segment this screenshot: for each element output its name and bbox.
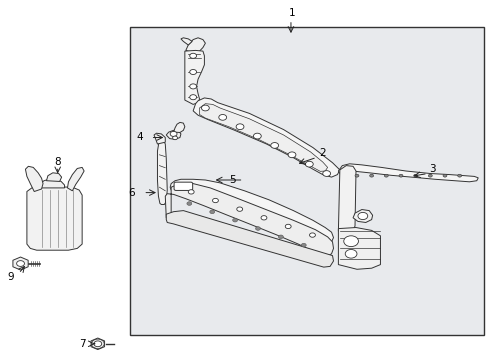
Text: 8: 8: [54, 157, 61, 167]
Circle shape: [285, 224, 290, 229]
Circle shape: [357, 212, 367, 220]
FancyBboxPatch shape: [174, 182, 192, 190]
Polygon shape: [184, 50, 204, 104]
Polygon shape: [157, 140, 167, 204]
Circle shape: [232, 219, 237, 222]
Polygon shape: [67, 167, 84, 191]
Text: 2: 2: [319, 148, 325, 158]
Circle shape: [170, 131, 177, 136]
Circle shape: [457, 174, 461, 177]
Polygon shape: [91, 338, 104, 350]
Circle shape: [236, 124, 244, 130]
Circle shape: [218, 114, 226, 120]
Polygon shape: [352, 210, 372, 222]
Circle shape: [427, 174, 431, 177]
Circle shape: [94, 341, 102, 347]
Circle shape: [189, 53, 196, 58]
Polygon shape: [154, 133, 165, 144]
Circle shape: [261, 216, 266, 220]
Polygon shape: [46, 173, 61, 181]
Text: 1: 1: [288, 8, 295, 18]
Polygon shape: [25, 166, 43, 192]
Polygon shape: [193, 98, 339, 177]
Polygon shape: [173, 122, 184, 132]
Circle shape: [212, 198, 218, 203]
Circle shape: [343, 236, 358, 247]
Text: 6: 6: [128, 188, 135, 198]
Circle shape: [236, 207, 242, 211]
Circle shape: [301, 243, 305, 247]
Bar: [129, 27, 483, 335]
Polygon shape: [338, 166, 355, 234]
Circle shape: [354, 174, 358, 177]
Polygon shape: [338, 228, 380, 269]
Polygon shape: [166, 211, 333, 267]
Circle shape: [287, 152, 295, 158]
Circle shape: [17, 261, 24, 266]
Polygon shape: [27, 186, 82, 250]
Circle shape: [305, 161, 313, 167]
Text: 7: 7: [79, 339, 85, 349]
Circle shape: [369, 174, 373, 177]
Circle shape: [189, 84, 196, 89]
Text: 4: 4: [136, 132, 142, 142]
Polygon shape: [170, 179, 333, 245]
Circle shape: [209, 210, 214, 214]
Polygon shape: [185, 38, 205, 53]
Circle shape: [255, 227, 260, 230]
Circle shape: [309, 233, 315, 237]
Polygon shape: [37, 179, 64, 188]
Circle shape: [322, 171, 330, 176]
Circle shape: [189, 69, 196, 75]
Circle shape: [188, 190, 194, 194]
Polygon shape: [338, 164, 477, 182]
Circle shape: [172, 136, 177, 140]
Circle shape: [253, 133, 261, 139]
Polygon shape: [166, 130, 181, 139]
Circle shape: [384, 174, 387, 177]
Circle shape: [398, 174, 402, 177]
Text: 9: 9: [7, 272, 14, 282]
Circle shape: [413, 174, 417, 177]
Circle shape: [345, 249, 356, 258]
Polygon shape: [13, 257, 28, 270]
Text: 3: 3: [428, 164, 435, 174]
Circle shape: [270, 143, 278, 148]
Text: 5: 5: [228, 175, 235, 185]
Polygon shape: [181, 38, 192, 45]
Circle shape: [186, 202, 191, 205]
Circle shape: [189, 95, 196, 100]
Polygon shape: [199, 104, 327, 171]
Circle shape: [442, 174, 446, 177]
Circle shape: [201, 105, 209, 111]
Polygon shape: [165, 184, 333, 256]
Circle shape: [278, 235, 283, 239]
